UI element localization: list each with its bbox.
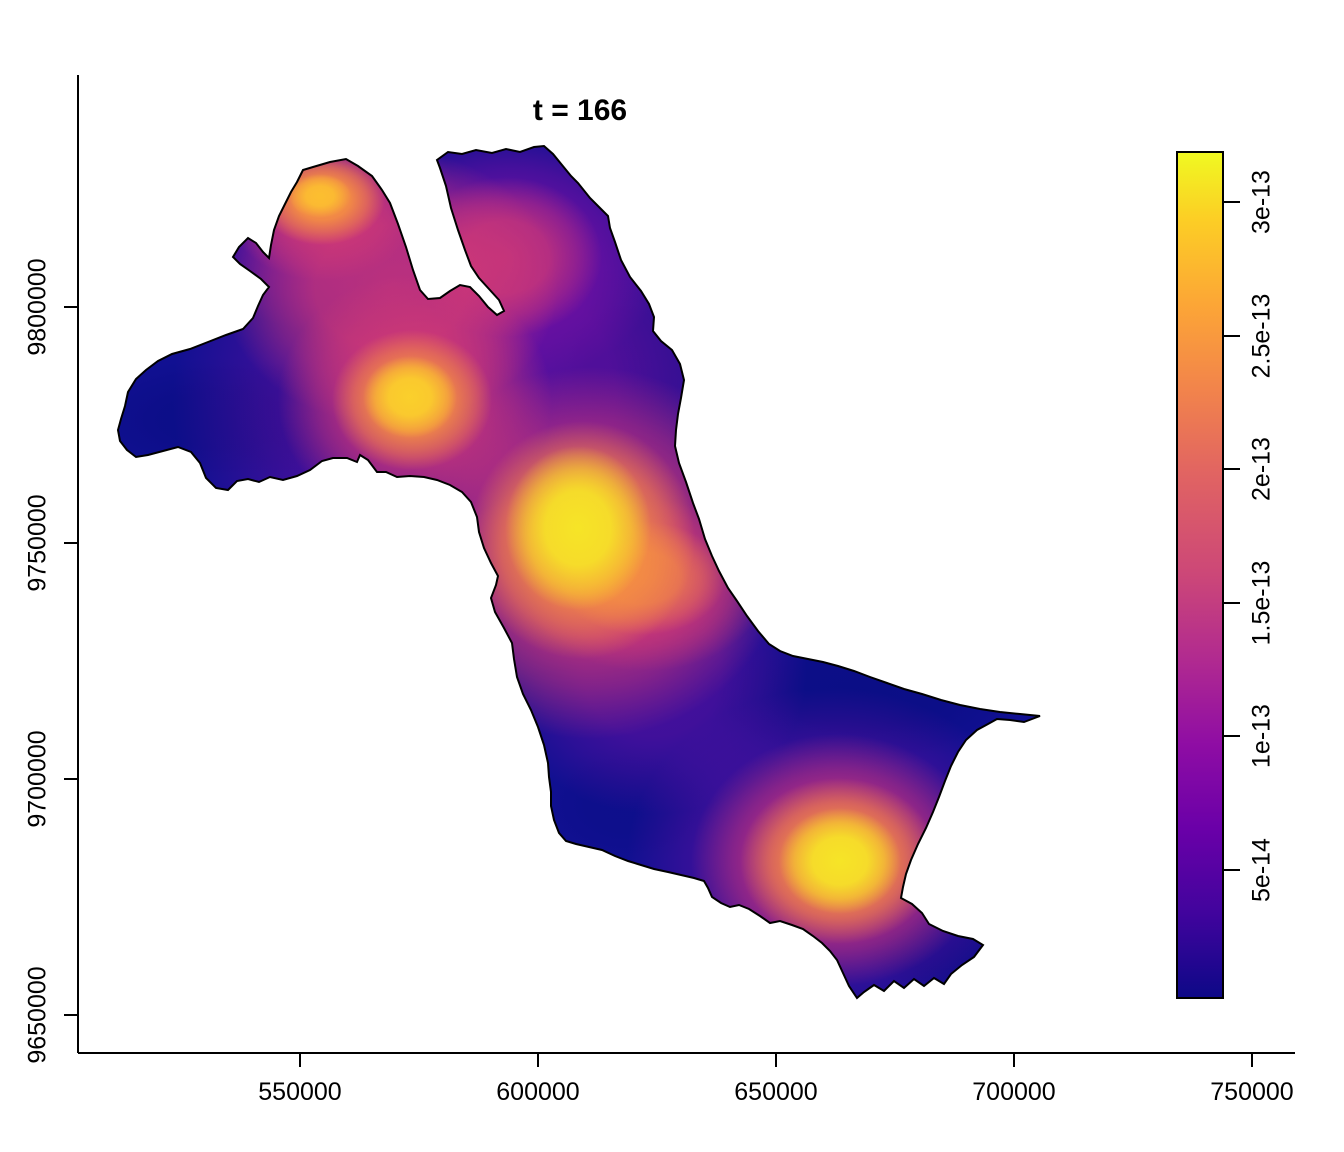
y-tick-label: 9650000 — [23, 966, 52, 1064]
plot-title: t = 166 — [532, 94, 628, 127]
colorbar-tick-label: 1e-13 — [1247, 704, 1276, 768]
y-tick-label: 9750000 — [23, 494, 52, 592]
y-tick-label: 9800000 — [23, 258, 52, 356]
colorbar-tick-label: 3e-13 — [1247, 170, 1276, 234]
x-axis — [78, 1052, 1295, 1067]
density-surface — [118, 146, 1040, 998]
region-outline — [116, 144, 1041, 1000]
y-tick-label: 9700000 — [23, 730, 52, 828]
x-tick-label: 650000 — [734, 1078, 818, 1106]
colorbar-tick-label: 2.5e-13 — [1247, 293, 1276, 379]
colorbar-tick-label: 2e-13 — [1247, 437, 1276, 501]
colorbar-gradient — [1176, 151, 1224, 999]
colorbar-tick-label: 5e-14 — [1247, 838, 1276, 902]
colorbar — [1176, 151, 1240, 999]
x-tick-label: 550000 — [258, 1078, 342, 1106]
x-tick-label: 700000 — [972, 1078, 1056, 1106]
y-axis — [64, 75, 79, 1053]
colorbar-tick-label: 1.5e-13 — [1247, 560, 1276, 646]
x-tick-label: 600000 — [496, 1078, 580, 1106]
x-tick-label: 750000 — [1210, 1078, 1294, 1106]
